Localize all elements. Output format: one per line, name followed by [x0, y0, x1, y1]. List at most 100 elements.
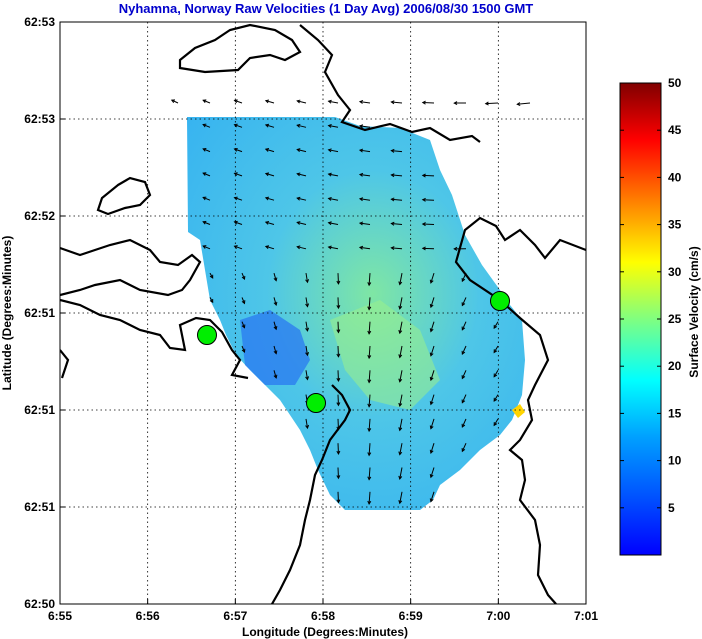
velocity-vector-head	[398, 475, 403, 480]
velocity-vector	[305, 370, 308, 380]
velocity-vector	[359, 101, 371, 104]
velocity-vector	[430, 443, 435, 454]
velocity-vector	[273, 345, 277, 354]
velocity-vector	[359, 125, 371, 128]
velocity-vector	[359, 149, 371, 153]
colorbar-tick-label: 15	[668, 406, 682, 420]
velocity-vector	[202, 221, 211, 225]
velocity-vector-head	[170, 99, 176, 104]
velocity-vector	[399, 297, 403, 309]
velocity-vector	[430, 467, 435, 478]
x-tick-label: 6:55	[48, 609, 72, 623]
velocity-vector	[171, 99, 179, 104]
velocity-vector-head	[421, 222, 426, 227]
velocity-vector	[328, 173, 339, 177]
velocity-vector-head	[202, 123, 207, 128]
velocity-vector-head	[327, 245, 332, 250]
colorbar-tick-label: 5	[668, 501, 675, 515]
velocity-vector	[273, 370, 277, 379]
velocity-vector	[368, 321, 371, 334]
velocity-vector	[430, 370, 435, 381]
velocity-vector-head	[398, 427, 403, 432]
velocity-vector-head	[209, 299, 214, 304]
velocity-vector-head	[461, 277, 466, 283]
velocity-vector-head	[336, 426, 341, 431]
velocity-vector-head	[398, 329, 403, 335]
site-marker-3	[490, 291, 510, 311]
high-velocity-patch	[330, 300, 440, 410]
velocity-vector-head	[493, 397, 498, 402]
velocity-vector	[391, 101, 403, 104]
coastline-island-top	[299, 24, 481, 143]
velocity-vector-head	[336, 499, 341, 504]
velocity-vector-head	[367, 379, 372, 384]
velocity-vector-head	[233, 123, 238, 128]
velocity-vector	[368, 394, 371, 407]
velocity-vector-head	[367, 330, 372, 335]
velocity-vector	[202, 124, 211, 128]
colorbar-tick-label: 30	[668, 265, 682, 279]
velocity-vector	[273, 297, 277, 306]
colorbar-tick-label: 50	[668, 76, 682, 90]
velocity-vector-head	[202, 99, 207, 104]
velocity-field	[187, 117, 525, 510]
velocity-vector-head	[421, 100, 426, 105]
velocity-vector	[328, 100, 339, 104]
velocity-vector	[368, 273, 371, 286]
velocity-vector	[328, 246, 339, 250]
velocity-vector	[265, 197, 275, 201]
velocity-vector-head	[367, 403, 372, 408]
velocity-vector	[202, 196, 211, 201]
velocity-vector-head	[202, 172, 207, 176]
velocity-vector	[234, 197, 243, 201]
coastline-north	[178, 23, 302, 74]
velocity-vector	[305, 418, 308, 429]
velocity-vector-head	[296, 99, 301, 104]
velocity-vector	[399, 491, 403, 504]
velocity-vector	[297, 173, 307, 177]
velocity-vector-head	[273, 277, 278, 282]
velocity-vector	[202, 245, 211, 250]
coastline-west-upper	[60, 238, 202, 297]
velocity-vector-head	[273, 374, 278, 379]
velocity-vector-head	[461, 399, 466, 404]
x-tick-label: 6:56	[136, 609, 160, 623]
y-tick-labels: 62:50 62:51 62:51 62:51 62:52 62:53 62:53	[24, 15, 65, 611]
velocity-vector-head	[336, 329, 341, 334]
velocity-vector	[391, 223, 403, 225]
x-tick-label: 6:58	[311, 609, 335, 623]
velocity-vector-head	[273, 301, 278, 306]
coastline-east	[454, 216, 586, 604]
velocity-vector-head	[390, 100, 395, 105]
velocity-vector-head	[398, 500, 403, 505]
velocity-vector-head	[367, 452, 372, 457]
velocity-vector	[273, 272, 277, 281]
velocity-vector-head	[296, 196, 301, 201]
velocity-vector-head	[264, 172, 270, 177]
velocity-vector-head	[358, 221, 364, 226]
velocity-vector-head	[461, 448, 466, 453]
velocity-vector-head	[358, 197, 364, 202]
y-tick-label: 62:53	[24, 15, 55, 29]
velocity-vector-head	[202, 245, 207, 249]
velocity-vector-head	[273, 350, 278, 355]
velocity-vector-head	[336, 280, 341, 285]
velocity-vector-head	[327, 196, 332, 201]
velocity-vector-head	[202, 147, 207, 152]
velocity-vector	[265, 124, 275, 128]
velocity-vector-head	[390, 246, 395, 251]
colorbar-tick-label: 45	[668, 123, 682, 137]
velocity-vector-head	[398, 402, 403, 408]
chart-title: Nyhamna, Norway Raw Velocities (1 Day Av…	[119, 1, 534, 16]
velocity-vector-head	[336, 450, 341, 455]
velocity-vector-head	[429, 303, 434, 309]
coastline	[60, 23, 586, 604]
velocity-vector	[297, 246, 307, 250]
coastline-west-inlet	[60, 298, 249, 380]
velocity-vector-head	[336, 305, 341, 310]
velocity-vector-head	[305, 376, 310, 381]
velocity-vector	[430, 297, 435, 308]
velocity-vector-head	[296, 123, 301, 128]
velocity-vector	[368, 297, 371, 310]
velocity-vector	[328, 125, 339, 128]
